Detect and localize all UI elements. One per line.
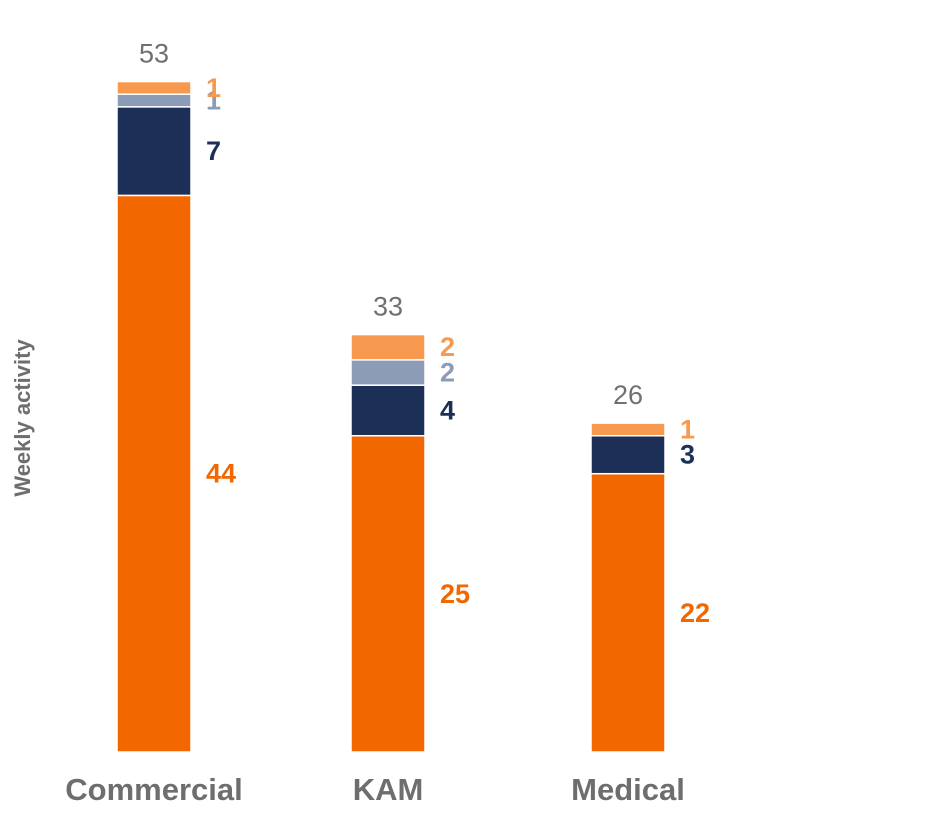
total-value-label: 53 <box>139 39 169 69</box>
category-label: Commercial <box>65 772 242 807</box>
total-value-label: 33 <box>373 292 403 322</box>
segment-value-label: 1 <box>206 86 221 116</box>
segment-value-label: 44 <box>206 459 236 489</box>
bar-group-medical: 22 31 26 Medical <box>571 380 710 807</box>
segment-value-label: 22 <box>680 598 710 628</box>
segment-value-label: 7 <box>206 136 221 166</box>
bar-segment <box>116 194 192 753</box>
bar-group-kam: 25 4 22 33 KAM <box>350 292 470 807</box>
bar-segment <box>350 435 426 753</box>
bar-segment <box>350 359 426 386</box>
category-label: Medical <box>571 772 685 807</box>
category-label: KAM <box>353 772 424 807</box>
bar-segment <box>116 80 192 95</box>
bar-group-commercial: 44 7 11 53 Commercial <box>65 39 242 807</box>
bar-segment <box>350 384 426 437</box>
segment-value-label: 2 <box>440 332 455 362</box>
segment-value-label: 1 <box>206 73 221 103</box>
segment-value-label: 2 <box>440 358 455 388</box>
bar-segment <box>590 472 666 753</box>
segment-value-label: 4 <box>440 395 455 425</box>
segment-value-label: 25 <box>440 579 470 609</box>
bar-segment <box>590 435 666 475</box>
bar-segment <box>350 333 426 361</box>
bar-segment <box>590 422 666 437</box>
segment-value-label: 3 <box>680 440 695 470</box>
total-value-label: 26 <box>613 380 643 410</box>
y-axis-label: Weekly activity <box>10 339 35 497</box>
bar-segment <box>116 93 192 108</box>
segment-value-label: 1 <box>680 414 695 444</box>
bar-segment <box>116 106 192 197</box>
